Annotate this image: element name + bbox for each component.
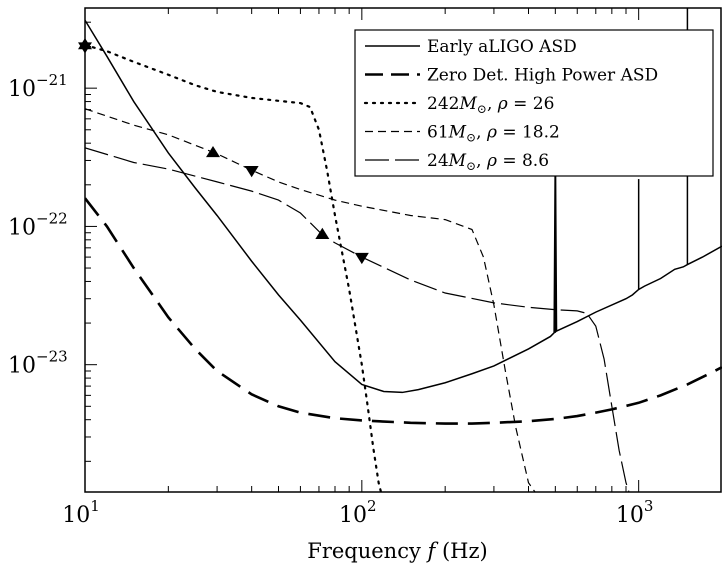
ticks-layer: 101 102 103 10−23 10−22 10−21 (8, 8, 653, 528)
plot-frame (84, 7, 722, 493)
series-line-4 (85, 108, 536, 492)
legend-label-1: Early aLIGO ASD (427, 37, 577, 57)
x-tick-label: 101 (62, 497, 100, 528)
y-tick-label: 10−23 (8, 348, 68, 379)
y-tick-label: 10−22 (8, 209, 68, 240)
series-line-3 (85, 43, 383, 492)
series-line-1 (85, 19, 722, 394)
marker-up-5-1 (315, 227, 330, 239)
markers-layer (78, 38, 369, 265)
x-tick-label: 102 (339, 497, 377, 528)
curves-layer (85, 8, 722, 492)
series-line-5 (85, 147, 630, 492)
legend: Early aLIGO ASD Zero Det. High Power ASD 2… (354, 29, 714, 177)
legend-label-3: 242M⊙, ρ = 26 (427, 94, 554, 116)
legend-label-4: 61M⊙, ρ = 18.2 (427, 123, 560, 145)
legend-label-2: Zero Det. High Power ASD (427, 66, 658, 86)
legend-label-5: 24M⊙, ρ = 8.6 (427, 151, 549, 173)
series-line-2 (85, 197, 722, 425)
x-axis-label: Frequency f (Hz) (307, 539, 488, 563)
marker-up-4-1 (206, 145, 221, 158)
x-tick-label: 103 (616, 497, 654, 528)
y-tick-label: 10−21 (8, 71, 68, 102)
marker-down-5-2 (354, 252, 369, 265)
marker-down-4-2 (244, 166, 259, 178)
